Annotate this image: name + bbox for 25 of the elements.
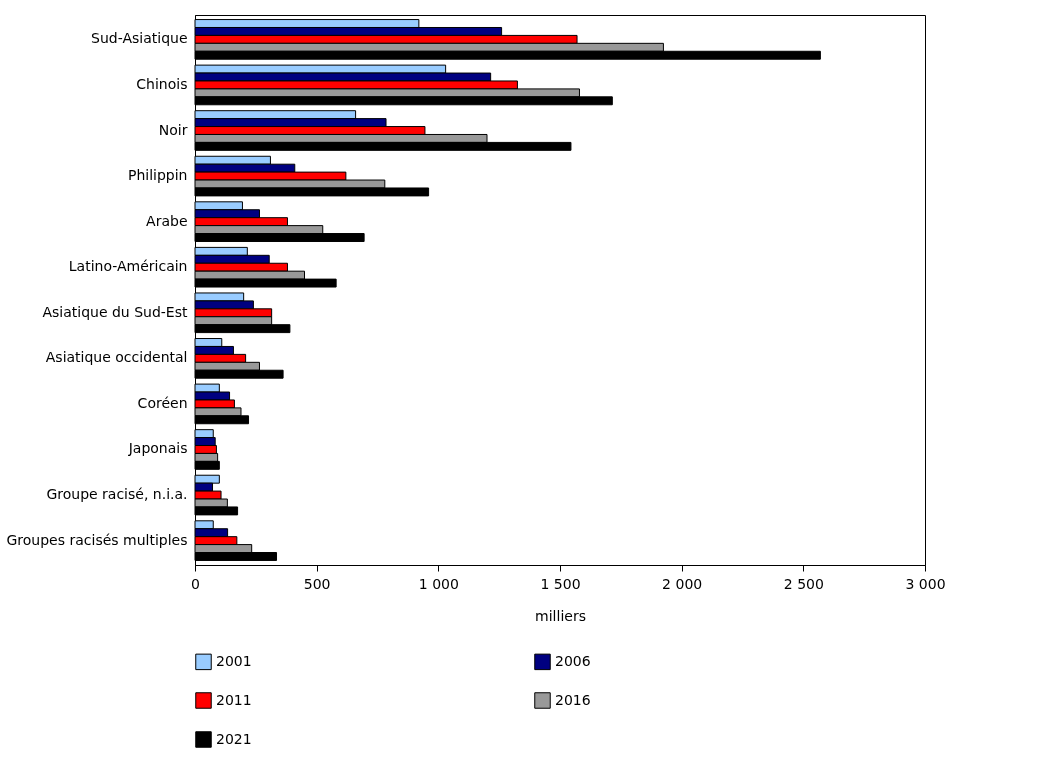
legend-label: 2021 — [216, 730, 252, 747]
x-tick-label: 0 — [191, 575, 200, 592]
x-tick-label: 2 500 — [783, 575, 824, 592]
y-tick-label: Japonais — [127, 440, 188, 457]
x-tick-label: 1 000 — [418, 575, 459, 592]
y-tick-label: Groupe racisé, n.i.a. — [46, 486, 188, 503]
x-tick-label: 1 500 — [540, 575, 581, 592]
x-axis-title: milliers — [535, 607, 586, 624]
y-tick-label: Asiatique occidental — [45, 349, 188, 366]
y-tick-label: Philippin — [127, 167, 188, 184]
y-tick-label: Latino-Américain — [68, 258, 188, 275]
legend-label: 2001 — [216, 652, 252, 669]
legend-label: 2006 — [555, 652, 591, 669]
y-tick-label: Chinois — [136, 75, 188, 92]
y-tick-label: Groupes racisés multiples — [6, 531, 188, 548]
x-tick-label: 500 — [303, 575, 331, 592]
y-tick-label: Coréen — [137, 394, 188, 411]
y-tick-label: Noir — [158, 121, 188, 138]
x-tick-label: 3 000 — [905, 575, 946, 592]
y-tick-label: Asiatique du Sud-Est — [42, 303, 188, 320]
y-tick-label: Arabe — [146, 212, 188, 229]
legend-label: 2011 — [216, 691, 252, 708]
y-tick-label: Sud-Asiatique — [91, 30, 188, 47]
legend-label: 2016 — [555, 691, 591, 708]
x-tick-label: 2 000 — [662, 575, 703, 592]
